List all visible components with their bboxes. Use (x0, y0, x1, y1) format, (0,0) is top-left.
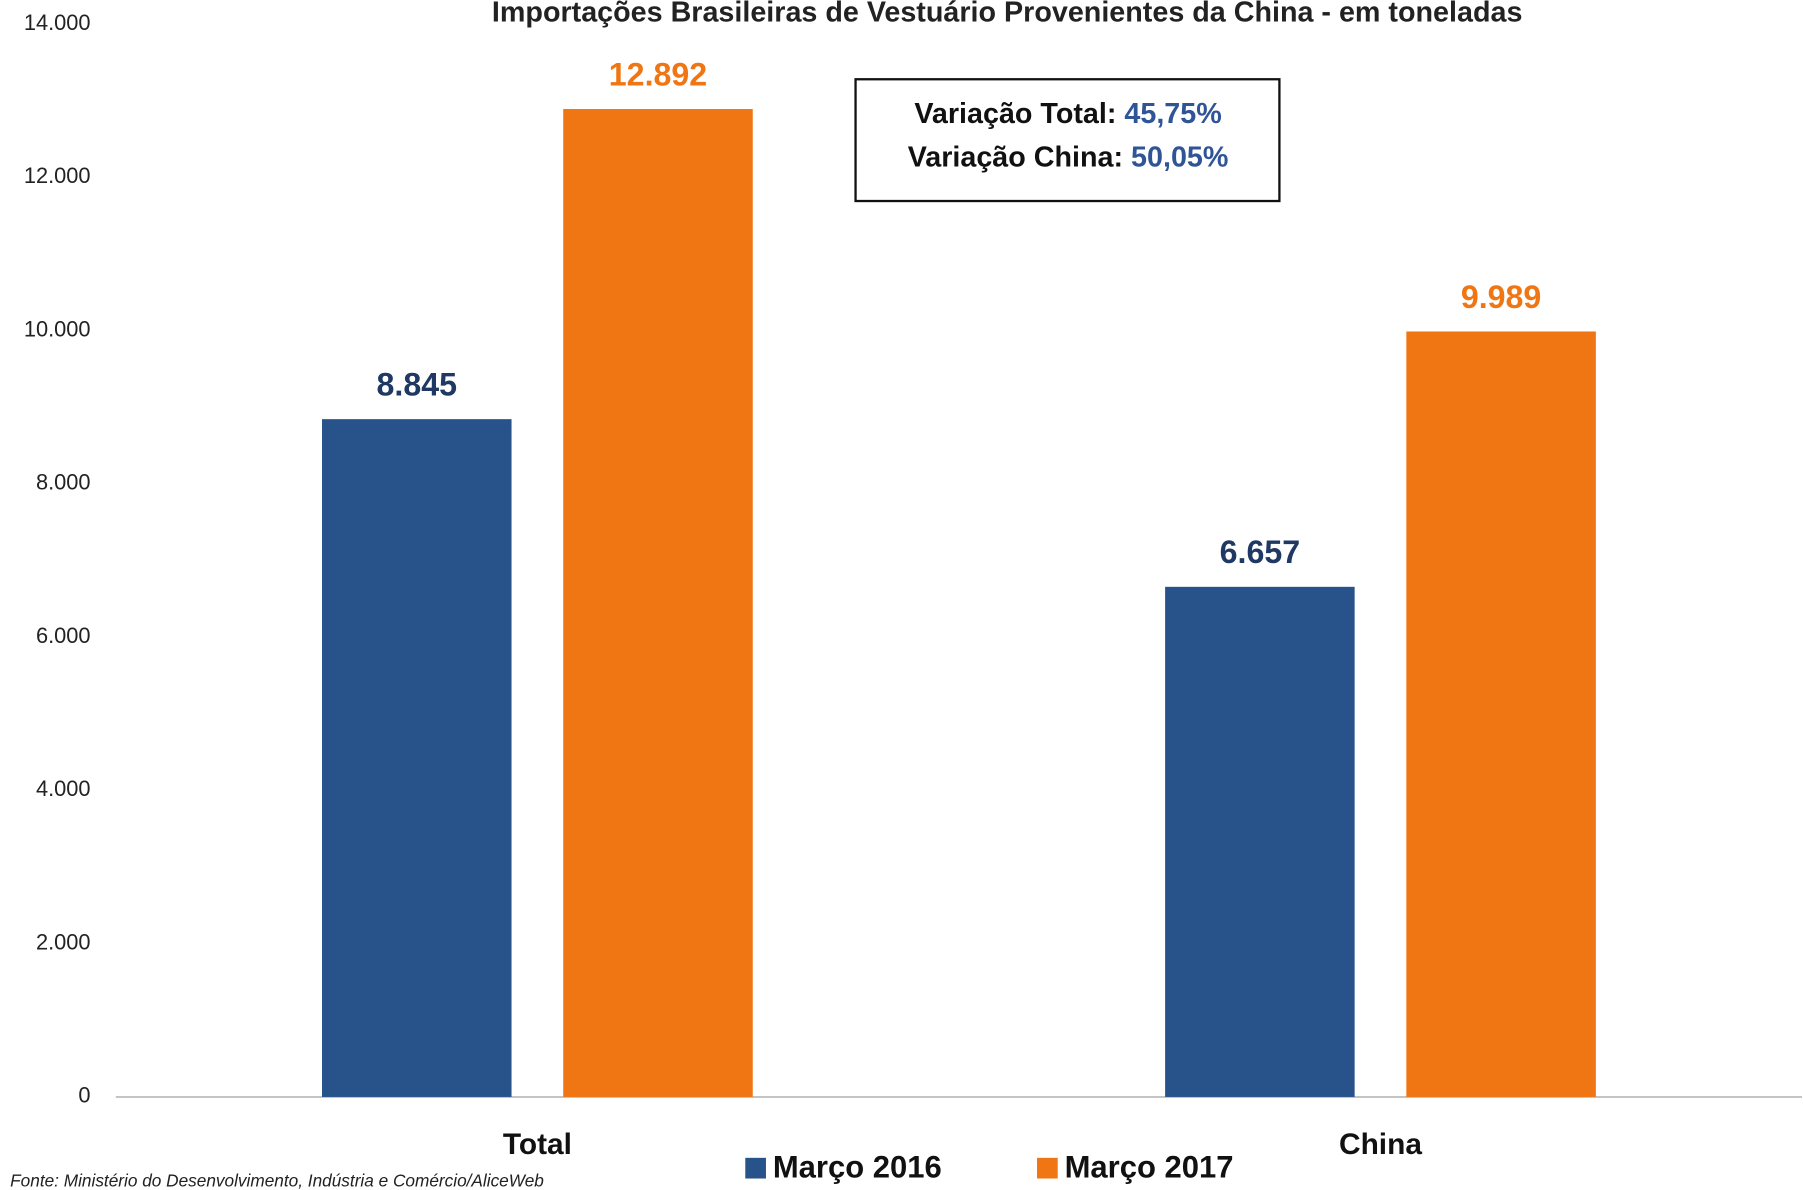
x-tick-label: China (1339, 1128, 1422, 1161)
annotation-label: Variação Total: (914, 97, 1116, 129)
data-label: 12.892 (609, 56, 707, 92)
annotation-box (854, 78, 1281, 203)
annotation-value: 45,75% (1124, 97, 1221, 129)
legend-label: Março 2016 (773, 1150, 942, 1185)
annotation-label: Variação China: (908, 141, 1123, 173)
y-tick-label: 4.000 (36, 776, 91, 801)
y-tick-label: 14.000 (24, 10, 91, 35)
y-tick-label: 0 (78, 1083, 90, 1108)
y-tick-label: 6.000 (36, 623, 91, 648)
y-tick-label: 10.000 (24, 316, 91, 341)
bar (322, 419, 512, 1097)
bar (1406, 331, 1596, 1097)
y-tick-label: 8.000 (36, 470, 91, 495)
bar (563, 109, 753, 1097)
annotation: Variação China: 50,05% (908, 141, 1229, 173)
legend-label: Março 2017 (1065, 1150, 1234, 1185)
data-label: 8.845 (377, 366, 457, 402)
data-label: 6.657 (1220, 534, 1300, 570)
legend-swatch (745, 1157, 766, 1179)
bar (1165, 586, 1355, 1097)
annotation-value: 50,05% (1131, 141, 1228, 173)
x-tick-label: Total (503, 1128, 572, 1161)
chart-title: Importações Brasileiras de Vestuário Pro… (492, 0, 1523, 28)
data-label: 9.989 (1461, 279, 1541, 315)
y-tick-label: 12.000 (24, 163, 91, 188)
legend-swatch (1037, 1157, 1058, 1179)
y-tick-label: 2.000 (36, 929, 91, 954)
source: Fonte: Ministério do Desenvolvimento, In… (10, 1171, 544, 1190)
annotation: Variação Total: 45,75% (914, 97, 1221, 129)
